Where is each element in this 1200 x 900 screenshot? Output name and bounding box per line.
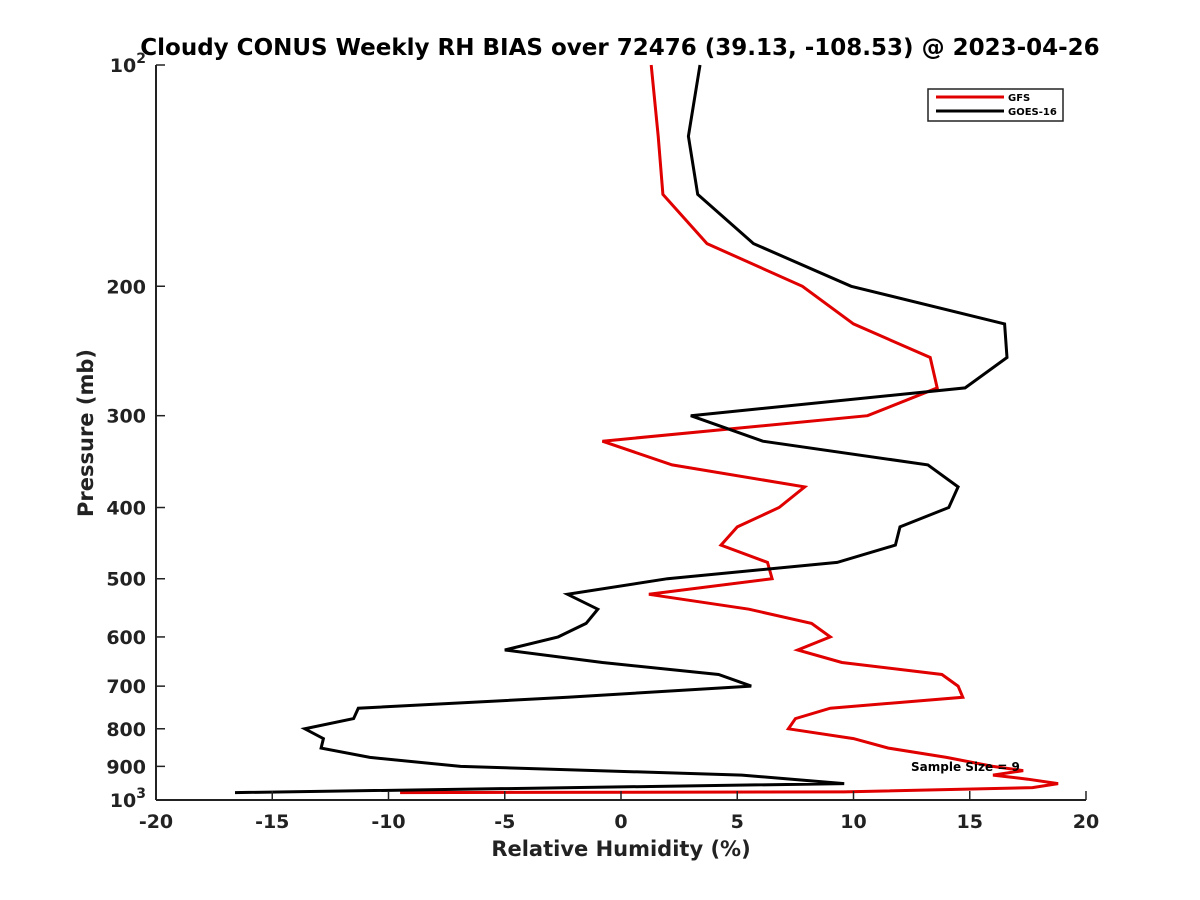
x-tick-label: -15 <box>255 811 289 833</box>
legend-label-gfs: GFS <box>1008 93 1030 104</box>
x-axis-label: Relative Humidity (%) <box>491 837 750 861</box>
y-tick-label: 800 <box>106 719 146 741</box>
x-tick-label: 10 <box>840 811 866 833</box>
plot-area: -20 -15 -10 -5 0 5 10 15 20 102 200 300 400 500 600 70… <box>106 51 1099 833</box>
y-tick-label: 500 <box>106 569 146 591</box>
y-tick-label: 400 <box>106 498 146 520</box>
y-tick-label: 200 <box>106 276 146 298</box>
x-tick-label: -20 <box>139 811 173 833</box>
y-axis-label: Pressure (mb) <box>74 349 98 517</box>
series-line-gfs <box>400 64 1059 795</box>
y-tick-label: 102 <box>110 51 146 77</box>
x-tick-label: 15 <box>957 811 983 833</box>
legend-label-goes-16: GOES-16 <box>1008 107 1057 118</box>
y-tick-label: 300 <box>106 406 146 428</box>
y-ticks: 102 200 300 400 500 600 700 800 900 103 <box>106 51 165 812</box>
x-tick-label: 5 <box>731 811 744 833</box>
series-layer <box>234 64 1059 795</box>
y-tick-label: 700 <box>106 676 146 698</box>
legend-box <box>927 88 1064 122</box>
y-tick-label: 103 <box>110 786 146 812</box>
series-line-goes-16 <box>234 64 1009 795</box>
sample-size-annotation: Sample Size = 9 <box>911 760 1020 774</box>
x-tick-label: 0 <box>614 811 627 833</box>
legend: GFS GOES-16 <box>927 88 1064 122</box>
x-ticks: -20 -15 -10 -5 0 5 10 15 20 <box>139 791 1099 833</box>
chart-title: Cloudy CONUS Weekly RH BIAS over 72476 (… <box>140 35 1099 61</box>
y-tick-label: 600 <box>106 627 146 649</box>
x-tick-label: -10 <box>371 811 405 833</box>
x-tick-label: -5 <box>494 811 515 833</box>
x-tick-label: 20 <box>1073 811 1099 833</box>
y-tick-label: 900 <box>106 756 146 778</box>
